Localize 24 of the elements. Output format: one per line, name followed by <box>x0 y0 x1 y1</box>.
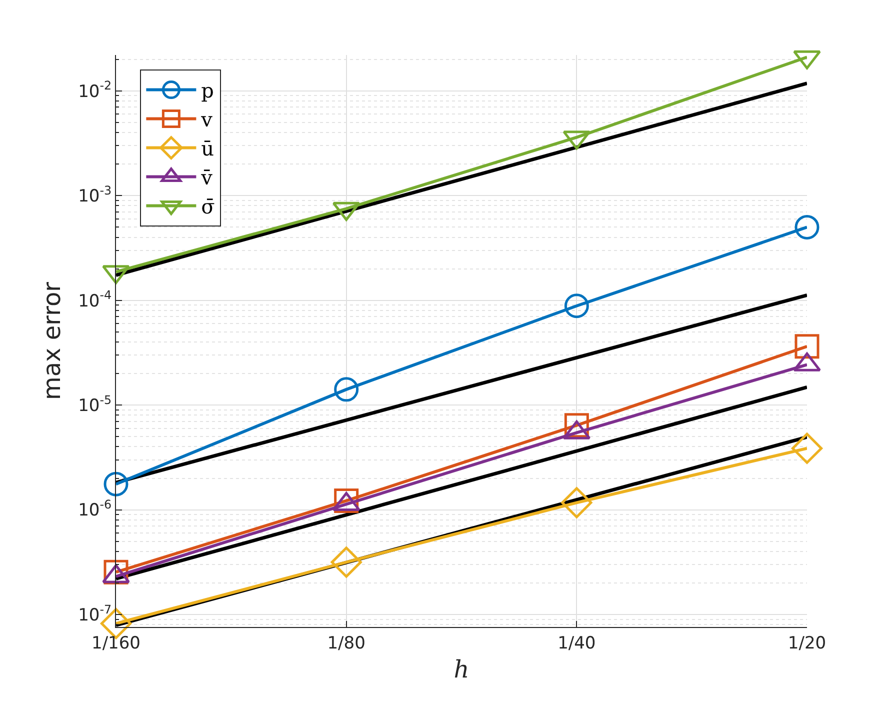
y-tick-label: 10$^{-7}$ <box>78 602 112 626</box>
point <box>104 472 128 496</box>
y-axis-title: max error <box>38 282 66 400</box>
point <box>330 546 362 578</box>
legend-label: v <box>200 108 214 132</box>
point <box>791 432 823 464</box>
x-tick-label: 1/80 <box>327 633 366 654</box>
x-tick-label: 1/160 <box>92 633 140 654</box>
x-axis-title: h <box>454 656 470 684</box>
point <box>564 294 589 318</box>
legend-label: ū <box>201 136 214 161</box>
y-tick-label: 10$^{-4}$ <box>78 288 112 312</box>
y-tick-label: 10$^{-2}$ <box>78 78 112 102</box>
x-tick-label: 1/40 <box>558 633 596 654</box>
legend-label: σ̄ <box>201 194 216 219</box>
x-tick-label: 1/20 <box>788 633 826 654</box>
legend-label: v̄ <box>200 166 214 190</box>
legend-label: p <box>201 78 214 103</box>
y-tick-label: 10$^{-6}$ <box>78 498 112 521</box>
y-tick-label: 10$^{-3}$ <box>78 183 112 207</box>
point <box>334 377 359 402</box>
point <box>794 334 820 359</box>
y-tick-label: 10$^{-5}$ <box>78 392 112 416</box>
point <box>561 487 592 518</box>
